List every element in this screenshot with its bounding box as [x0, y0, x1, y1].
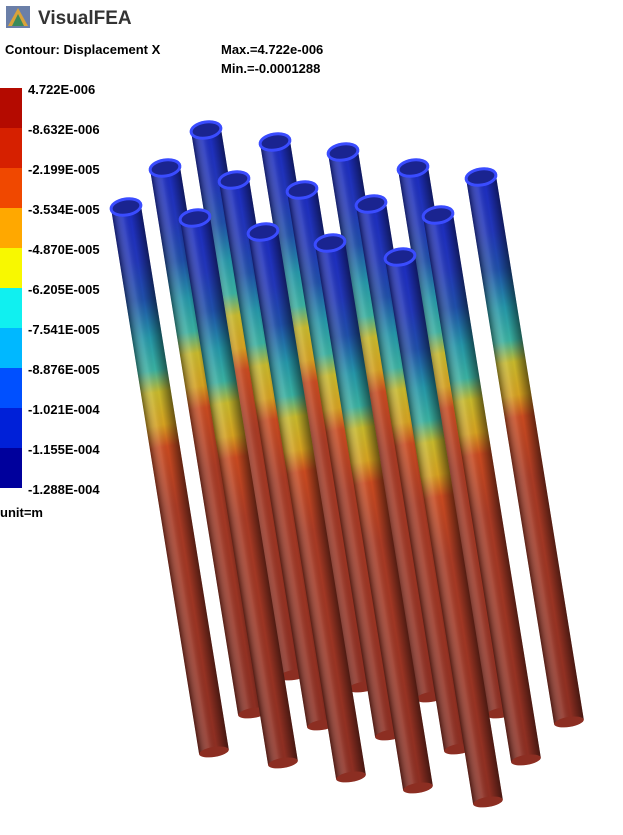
- pile-bottom: [336, 771, 366, 783]
- pile-top: [421, 205, 455, 225]
- pile-bottom: [473, 796, 503, 808]
- legend-band: [0, 368, 22, 408]
- pile-top: [326, 142, 360, 162]
- pile-bottom: [199, 746, 229, 758]
- legend-label: -3.534E-005: [28, 202, 100, 217]
- pile-top: [383, 247, 417, 267]
- legend-band: [0, 208, 22, 248]
- legend-label: -8.876E-005: [28, 362, 100, 377]
- legend-label: -1.288E-004: [28, 482, 100, 497]
- legend-band: [0, 408, 22, 448]
- pile-shade: [423, 212, 541, 763]
- pile-top: [189, 120, 223, 140]
- legend-label: -7.541E-005: [28, 322, 100, 337]
- legend-label: -1.155E-004: [28, 442, 100, 457]
- pile-shade: [385, 254, 503, 805]
- pile: [109, 197, 229, 758]
- pile-bottom: [268, 757, 298, 769]
- legend-unit: unit=m: [0, 505, 43, 520]
- legend-label: -1.021E-004: [28, 402, 100, 417]
- pile: [464, 167, 584, 728]
- contour-title: Contour: Displacement X: [5, 42, 161, 57]
- pile-shade: [180, 215, 298, 766]
- pile-shade: [248, 229, 366, 780]
- legend-band: [0, 248, 22, 288]
- pile-top: [313, 233, 347, 253]
- pile-top: [354, 194, 388, 214]
- legend-band: [0, 88, 22, 128]
- pile-bottom: [403, 782, 433, 794]
- pile-top: [178, 208, 212, 228]
- legend-label: -4.870E-005: [28, 242, 100, 257]
- legend-band: [0, 168, 22, 208]
- pile-top: [396, 158, 430, 178]
- pile: [383, 247, 503, 808]
- legend-label: -6.205E-005: [28, 282, 100, 297]
- pile-top: [246, 222, 280, 242]
- pile: [178, 208, 298, 769]
- pile-bottom: [554, 716, 584, 728]
- contour-min: Min.=-0.0001288: [221, 61, 320, 76]
- pile-shade: [111, 204, 229, 755]
- legend: 4.722E-006 -8.632E-006 -2.199E-005 -3.534E-…: [0, 82, 100, 497]
- pile-shade: [466, 174, 584, 725]
- legend-band: [0, 288, 22, 328]
- app-icon: [6, 6, 30, 28]
- contour-max: Max.=4.722e-006: [221, 42, 323, 57]
- app-title: VisualFEA: [38, 8, 132, 29]
- pile: [246, 222, 366, 783]
- legend-band: [0, 328, 22, 368]
- legend-label: -2.199E-005: [28, 162, 100, 177]
- legend-label: 4.722E-006: [28, 82, 95, 97]
- model: [109, 120, 584, 808]
- pile-shade: [315, 240, 433, 791]
- pile-bottom: [511, 754, 541, 766]
- pile-top: [258, 132, 292, 152]
- legend-band: [0, 128, 22, 168]
- pile-top: [285, 180, 319, 200]
- pile-top: [464, 167, 498, 187]
- legend-label: -8.632E-006: [28, 122, 100, 137]
- pile-top: [217, 170, 251, 190]
- pile: [421, 205, 541, 766]
- pile-top: [148, 158, 182, 178]
- legend-band: [0, 448, 22, 488]
- pile-top: [109, 197, 143, 217]
- pile: [313, 233, 433, 794]
